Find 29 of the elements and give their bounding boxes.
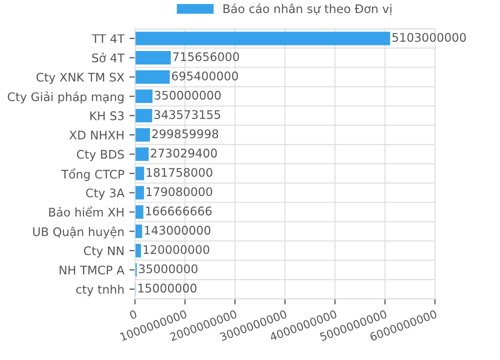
y-tick-label: Cty Giải pháp mạng: [8, 92, 124, 104]
y-tick-label: cty tnhh: [76, 284, 124, 296]
data-label: 166666666: [146, 206, 212, 216]
data-label: 715656000: [173, 52, 239, 62]
y-tick-label: Cty BDS: [76, 150, 124, 162]
y-tick-label: Cty 3A: [86, 188, 124, 200]
data-label: 15000000: [138, 284, 196, 293]
y-tick-label: NH TMCP A: [60, 266, 124, 275]
y-tick-label: Cty XNK TM SX: [36, 72, 124, 84]
data-label: 273029400: [150, 148, 217, 158]
data-label: 695400000: [172, 72, 238, 80]
data-label: 299859998: [152, 129, 218, 138]
y-tick-label: XD NHXH: [69, 130, 124, 140]
data-label: 5103000000: [392, 32, 466, 42]
y-tick-label: KH S3: [90, 111, 124, 120]
y-tick-label: Bảo hiểm XH: [49, 206, 124, 217]
y-tick-label: TT 4T: [92, 34, 125, 43]
data-label: 35000000: [139, 264, 198, 274]
y-tick-label: Sở 4T: [92, 52, 125, 62]
data-label: 181758000: [146, 168, 212, 177]
y-tick-label: Cty NN: [84, 246, 124, 258]
data-label: 350000000: [154, 90, 221, 100]
y-tick-label: Tổng CTCP: [61, 168, 124, 181]
data-label: 120000000: [144, 245, 210, 254]
legend-label: Báo cáo nhân sự theo Đơn vị: [224, 4, 392, 16]
data-label: 179080000: [146, 187, 212, 196]
data-label: 343573155: [154, 110, 220, 120]
data-label: 143000000: [144, 226, 210, 235]
y-tick-label: UB Quận huyện: [33, 226, 124, 238]
